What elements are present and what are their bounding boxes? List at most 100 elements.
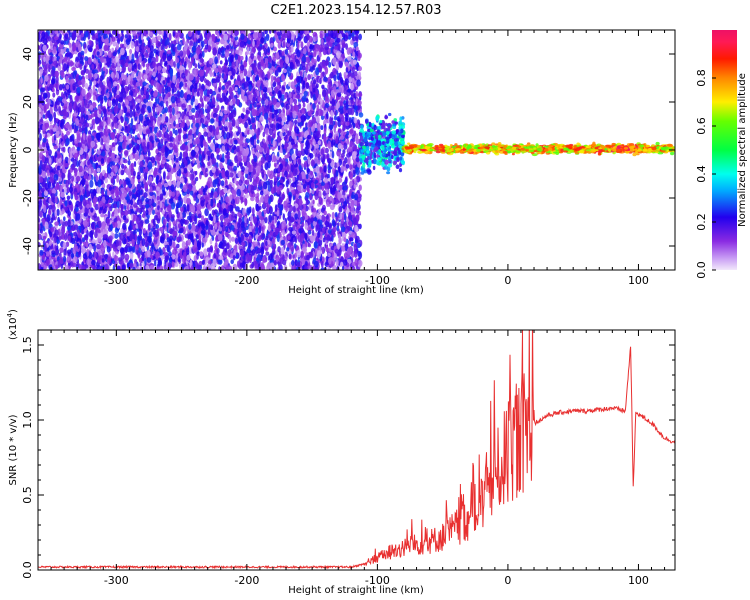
spectrogram-cell — [91, 239, 96, 244]
spectrogram-cell — [234, 35, 239, 41]
spectrogram-cell — [201, 259, 205, 265]
spectrogram-cell — [105, 68, 109, 75]
spectrogram-cell — [355, 111, 359, 116]
spectrogram-cell — [249, 103, 252, 109]
spectrogram-cell — [321, 84, 325, 90]
spectrogram-cell — [331, 230, 336, 236]
spectrogram-cell — [165, 100, 169, 108]
spectrogram-cell — [242, 107, 246, 113]
spectrogram-cell — [355, 207, 360, 214]
chart-title: C2E1.2023.154.12.57.R03 — [270, 3, 441, 18]
spectrogram-cell — [311, 59, 315, 66]
spectrogram-cell — [233, 165, 238, 172]
spectrogram-cell — [156, 266, 160, 270]
spectrogram-cell — [268, 30, 272, 34]
spectrogram-cell — [53, 145, 58, 150]
spectrogram-cell — [334, 115, 337, 121]
spectrogram-cell — [155, 224, 159, 230]
spectrogram-cell — [345, 112, 349, 122]
spectrogram-cell — [273, 175, 278, 182]
spectrogram-cell — [201, 242, 204, 248]
spectrogram-cell — [230, 259, 234, 265]
spectrogram-cell — [116, 66, 121, 72]
spectrogram-cell — [175, 255, 178, 264]
spectrogram-cell — [220, 180, 225, 187]
spectrogram-marks — [38, 30, 675, 270]
spectrogram-cell — [52, 92, 56, 98]
spectrogram-cell — [96, 243, 101, 250]
spectrogram-cell — [288, 81, 292, 87]
spectrogram-cell — [72, 262, 77, 268]
spectrogram-cell — [282, 213, 285, 221]
spectrogram-cell — [245, 179, 250, 185]
spectrogram-cell — [142, 227, 146, 234]
spectrogram-cell — [310, 66, 314, 73]
spectrogram-cell — [56, 208, 60, 216]
spectrogram-cell — [202, 265, 207, 270]
spectrogram-cell — [336, 225, 340, 232]
spectrogram-cell — [265, 251, 270, 256]
spectrogram-cell — [302, 102, 306, 108]
spectrogram-cell — [133, 161, 137, 168]
spectrogram-cell — [166, 76, 171, 84]
spectrogram-cell — [294, 119, 298, 125]
spectrogram-cell — [300, 41, 304, 49]
spectrogram-cell — [297, 36, 302, 41]
spectrogram-cell — [338, 184, 344, 192]
spectrogram-cell — [195, 170, 198, 176]
spectrogram-cell — [307, 74, 311, 81]
spectrogram-cell — [321, 246, 325, 255]
spectrogram-cell — [288, 227, 293, 232]
spectrogram-cell — [352, 169, 356, 175]
spectrogram-cell — [125, 112, 130, 117]
spectrogram-cell — [305, 122, 308, 127]
spectrogram-cell — [100, 137, 104, 146]
spectrogram-cell — [358, 251, 363, 260]
spectrogram-cell — [286, 130, 290, 136]
spectrogram-cell — [206, 263, 211, 269]
spectrogram-cell — [100, 213, 105, 218]
spectrogram-cell — [103, 135, 106, 142]
spectrogram-cell — [171, 87, 175, 95]
spectrogram-cell — [176, 236, 179, 242]
spectrogram-cell — [264, 216, 268, 224]
spectrogram-cell — [121, 30, 124, 34]
spectrogram-cell — [356, 214, 360, 220]
spectrogram-cell — [70, 261, 74, 267]
spectrogram-cell — [65, 138, 70, 146]
spectrogram-cell — [76, 261, 80, 266]
spectrogram-cell — [338, 177, 343, 183]
spectrogram-cell — [121, 141, 127, 150]
spectrogram-cell — [358, 184, 362, 191]
spectrogram-cell — [154, 259, 157, 267]
spectrogram-cell — [335, 62, 340, 71]
spectrogram-cell — [244, 114, 249, 119]
spectrogram-cell — [114, 233, 119, 239]
spectrogram-cell — [281, 102, 284, 108]
spectrogram-cell — [259, 196, 264, 203]
spectrogram-cell — [235, 196, 240, 205]
spectrogram-cell — [159, 200, 163, 209]
spectrogram-cell — [272, 155, 277, 163]
spectrogram-cell — [283, 265, 288, 270]
spectrogram-cell — [288, 253, 292, 260]
spectrogram-cell — [320, 125, 324, 130]
spectrogram-cell — [89, 179, 94, 188]
spectrogram-cell — [269, 42, 274, 48]
spectrogram-cell — [323, 76, 328, 82]
spectrogram-cell — [320, 267, 325, 270]
spectrogram-cell — [84, 82, 89, 90]
spectrogram-cell — [111, 47, 115, 53]
spectrogram-cell — [331, 211, 335, 220]
spectrogram-cell — [60, 71, 65, 79]
spectrogram-cell — [327, 173, 330, 179]
spectrogram-cell — [116, 175, 120, 183]
spectrogram-cell — [256, 139, 260, 144]
spectrogram-cell — [124, 34, 128, 39]
spectrogram-cell — [184, 82, 188, 88]
spectrogram-cell — [291, 260, 295, 266]
spectrogram-cell — [341, 47, 345, 55]
spectrogram-cell — [330, 176, 335, 185]
